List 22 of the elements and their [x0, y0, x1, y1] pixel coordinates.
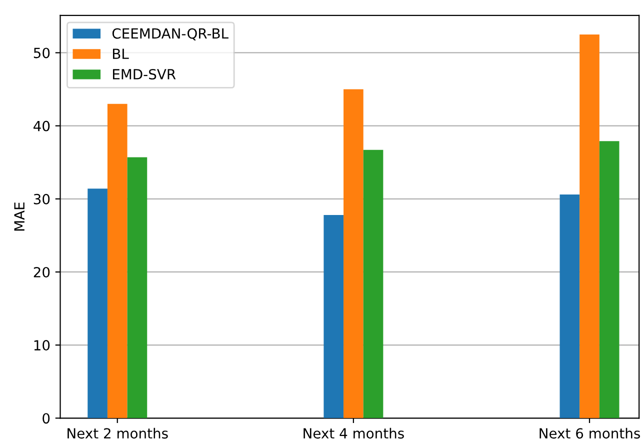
x-tick-label: Next 6 months — [540, 428, 640, 439]
legend-label: BL — [113, 48, 129, 59]
y-tick-label: 0 — [42, 413, 50, 424]
bar — [599, 141, 620, 418]
bar — [127, 157, 148, 418]
bar — [344, 89, 364, 418]
y-tick-label: 10 — [34, 340, 50, 351]
y-tick-label: 20 — [34, 266, 50, 278]
bar — [324, 214, 344, 418]
x-tick-label: Next 2 months — [68, 428, 168, 439]
y-tick-label: 40 — [34, 120, 50, 132]
bar — [107, 104, 128, 418]
x-tick-label: Next 4 months — [304, 428, 404, 439]
bar — [560, 194, 580, 418]
y-tick-label: 30 — [34, 194, 50, 204]
bar — [88, 188, 108, 418]
legend-label: CEEMDAN-QR-BL — [112, 28, 228, 40]
bar — [580, 34, 600, 418]
legend-label: EMD-SVR — [113, 68, 176, 80]
bar — [363, 150, 384, 418]
y-tick-label: 50 — [34, 48, 50, 58]
y-axis-title: MAE — [14, 202, 24, 231]
